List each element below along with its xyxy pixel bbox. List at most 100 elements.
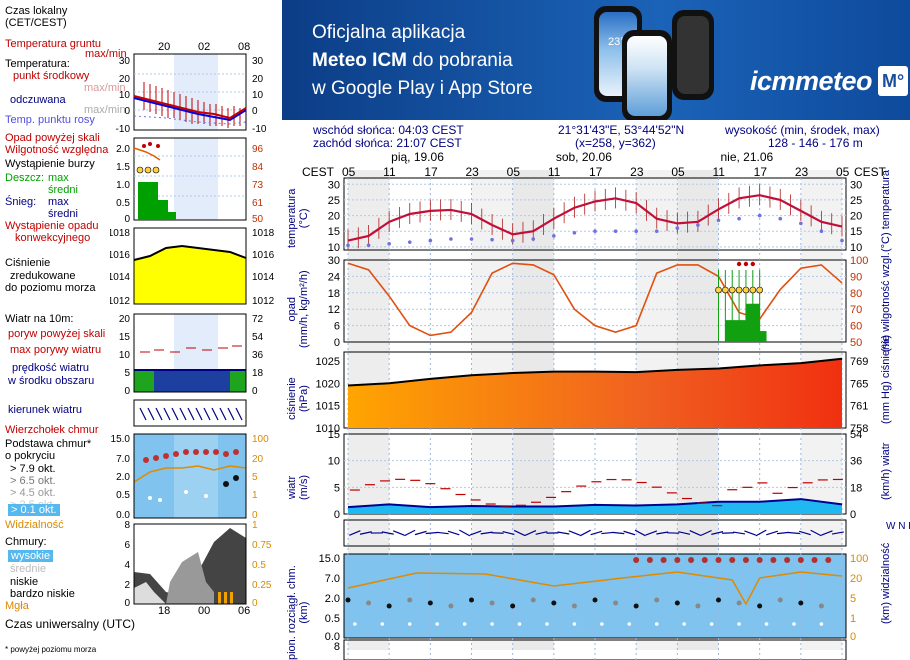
- last-tick: 8: [334, 641, 340, 653]
- storm-dot: [722, 286, 729, 294]
- mini-p-rtick: 1018: [252, 228, 275, 239]
- mini-temp-tick: 10: [119, 90, 131, 101]
- cloud-tick: 7.0: [325, 573, 340, 585]
- cloud-base-dot: [366, 600, 372, 606]
- cloud-base-dot: [613, 600, 619, 606]
- dew-point-dot: [490, 237, 494, 242]
- wind-arrow: [678, 531, 691, 535]
- cloud-top-dot: [633, 557, 640, 563]
- vis-tick: 100: [850, 553, 868, 565]
- rain-bar: [759, 331, 767, 342]
- legend-okt65: > 6.5 okt.: [10, 475, 56, 487]
- legend-soil-maxmin: max/min: [85, 48, 127, 60]
- wind-arrow: [491, 532, 504, 534]
- wind-arrow: [436, 531, 449, 535]
- wind-arrow: [535, 531, 548, 535]
- icmmeteo-logo: icmmeteo M°: [750, 64, 909, 98]
- temp-ylabel: temperatura (°C): [286, 188, 310, 248]
- cloud-top-dot: [742, 557, 749, 563]
- mmhg-tick: 769: [850, 356, 868, 368]
- cloud-top-dot: [646, 557, 653, 563]
- temp-tick: 20: [328, 211, 340, 223]
- precip-tick: 24: [328, 271, 340, 283]
- mini-p-tick: 1012: [110, 296, 130, 307]
- cloud-base-dot: [489, 600, 495, 606]
- cloud-base-dot: [709, 622, 714, 626]
- mini-p-rtick: 1016: [252, 250, 275, 261]
- cloud-base-dot: [490, 622, 494, 626]
- wind-arrow: [689, 529, 701, 537]
- wind-arrow: [381, 531, 394, 535]
- cloud-top-dot: [825, 557, 832, 563]
- hour-label: 17: [424, 165, 438, 179]
- mini-vis-tick: 20: [252, 454, 264, 465]
- legend-snow: Śnieg:: [5, 196, 37, 208]
- wind-arrow: [612, 531, 625, 535]
- wind-arrow: [459, 529, 471, 537]
- legend-visibility: Widzialność: [5, 519, 64, 531]
- pressure-line: [347, 357, 843, 387]
- legend-top-tick: 20: [158, 41, 171, 53]
- cloud-base-dot: [545, 622, 549, 626]
- coords-text: 21°31'43"E, 53°44'52"N: [558, 123, 685, 137]
- legend-okt01: > 0.1 okt.: [8, 504, 60, 516]
- legend-rain: Deszcz:: [5, 172, 45, 184]
- precip-above-dot: [750, 261, 756, 267]
- cloud-ylabel: pion. rozciągł. chm. (km): [286, 565, 310, 660]
- wind-arrow: [711, 531, 724, 535]
- panel-frame: [343, 553, 847, 639]
- wind-arrow: [733, 531, 746, 535]
- storm-dot: [749, 286, 757, 294]
- temp-tick-right: 15: [850, 226, 862, 238]
- wind-arrow: [787, 531, 801, 535]
- temp-tick: 25: [328, 195, 340, 207]
- hour-label: 17: [754, 165, 768, 179]
- legend-pressure: Ciśnienie: [5, 257, 51, 269]
- legend-temperature: Temperatura:: [5, 58, 70, 70]
- press-tick: 1015: [316, 401, 340, 413]
- dew-point-dot: [696, 223, 700, 227]
- legend-bottom-tick: 06: [238, 605, 251, 617]
- cloud-top-dot: [797, 557, 804, 563]
- dew-point-dot: [346, 243, 350, 248]
- wind-arrow: [557, 531, 570, 535]
- temp-ylabel-right: (°C) temperatura: [880, 169, 892, 252]
- cloud-top-dot: [701, 557, 708, 563]
- wind-tick: 15: [328, 429, 340, 441]
- precip-above-dot: [743, 261, 749, 267]
- mmhg-tick: 761: [850, 401, 868, 413]
- mini-rh-tick: 61: [252, 198, 264, 209]
- wind-arrow: [776, 531, 790, 535]
- mini-rain-tick: 0: [124, 214, 130, 225]
- legend-snow-mean: średni: [48, 208, 78, 220]
- legend-fog: Mgła: [5, 600, 29, 612]
- cloud-base-dot: [716, 597, 721, 603]
- cloud-tick: 2.0: [325, 593, 340, 605]
- wind-tick: 0: [334, 509, 340, 521]
- mini-rh-tick: 73: [252, 180, 264, 191]
- wind-arrow: [821, 530, 833, 536]
- cloud-base-dot: [654, 597, 660, 603]
- app-promo-banner[interactable]: Oficjalna aplikacja Meteo ICM do pobrani…: [282, 0, 910, 120]
- legend-rain-mean: średni: [48, 184, 78, 196]
- legend-very-low: bardzo niskie: [10, 588, 75, 600]
- cloud-base-dot: [386, 603, 392, 609]
- legend-cloud-base: Podstawa chmur*: [5, 438, 92, 450]
- hour-label: 23: [630, 165, 644, 179]
- cloud-base-dot: [600, 622, 604, 626]
- legend-high: wysokie: [8, 550, 54, 562]
- mini-w-rtick: 54: [252, 332, 264, 343]
- wind-arrow: [623, 530, 636, 536]
- banner-line-1: Oficjalna aplikacja: [312, 22, 466, 43]
- hour-label: 05: [836, 165, 850, 179]
- day-label: nie, 21.06: [721, 150, 774, 164]
- kmh-tick: 18: [850, 482, 862, 494]
- legend-rain-max: max: [48, 172, 69, 184]
- mini-cl-tick: 8: [124, 520, 130, 531]
- mini-rh-tick: 84: [252, 162, 264, 173]
- mini-rain-tick: 1.0: [116, 180, 130, 191]
- mini-cl-tick: 6: [124, 540, 130, 551]
- storm-dot: [756, 286, 763, 294]
- cloud-base-dot: [736, 600, 742, 606]
